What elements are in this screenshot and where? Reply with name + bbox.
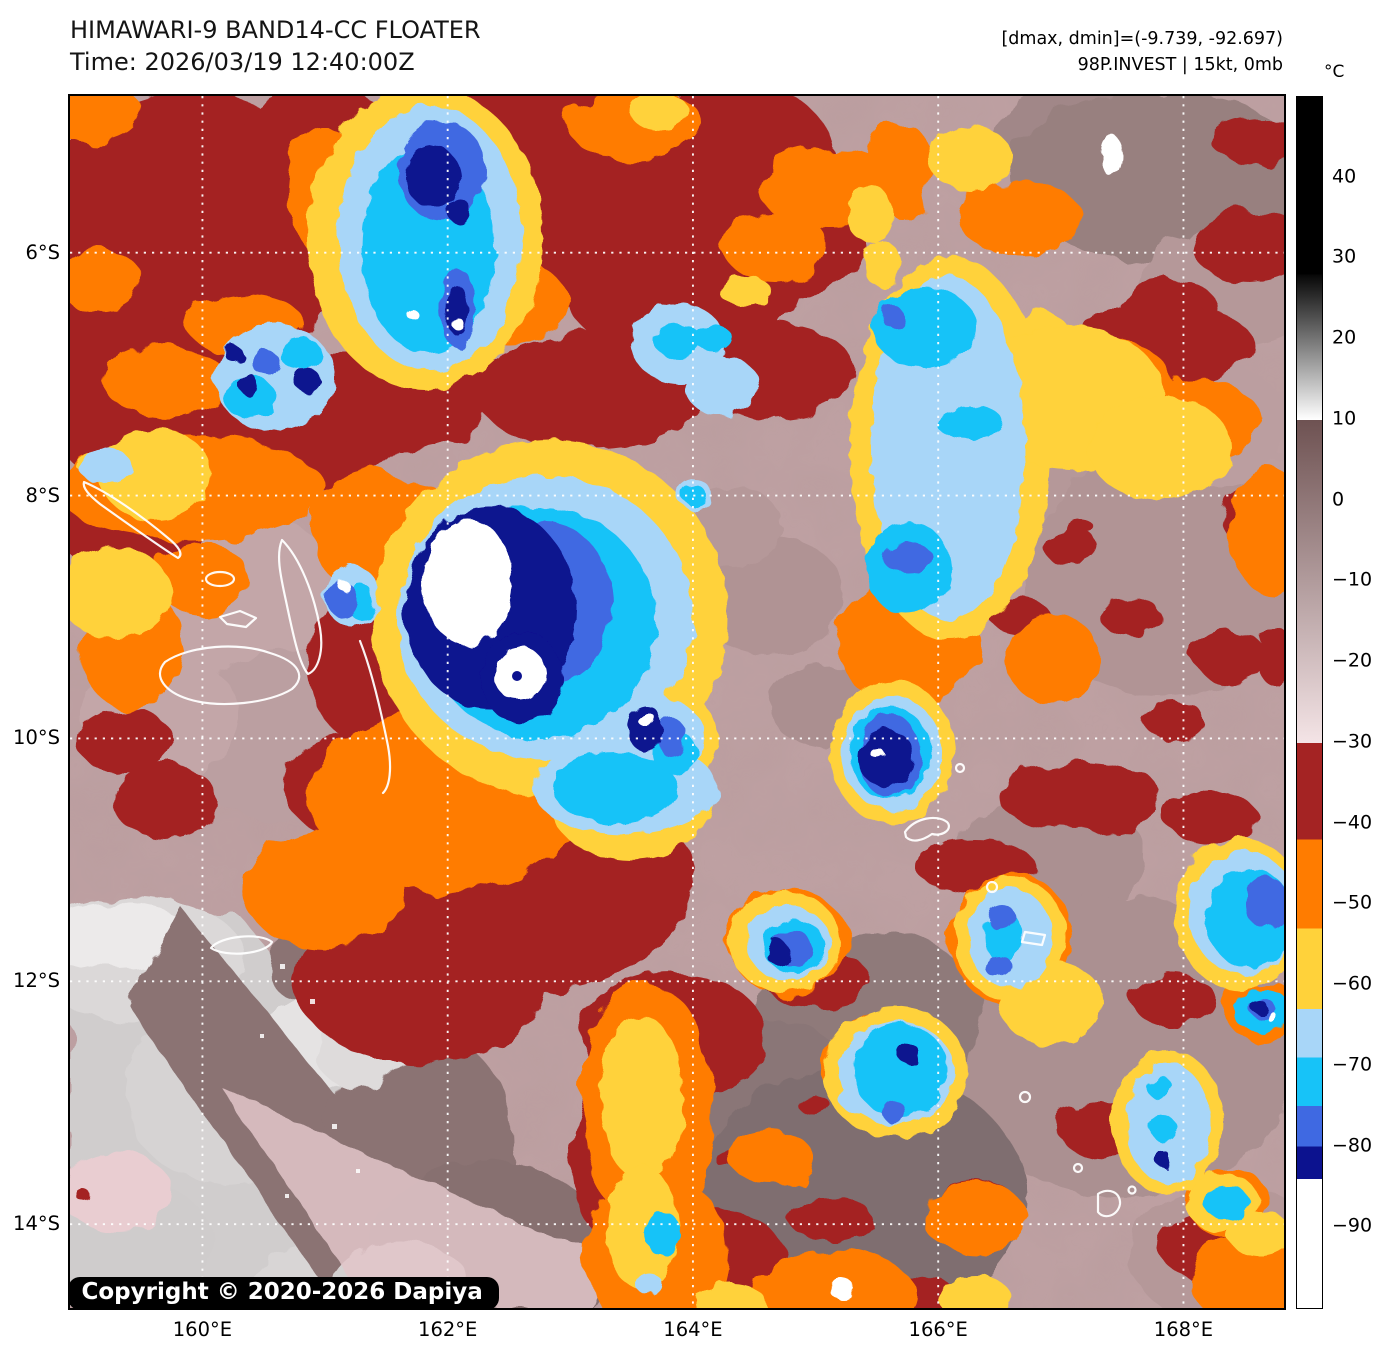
colorbar-tick-label: −60 — [1332, 972, 1373, 995]
colorbar-tick-label: 30 — [1332, 246, 1357, 269]
colorbar-tick-label: 40 — [1332, 165, 1357, 188]
lon-tick-label: 168°E — [1153, 1318, 1214, 1341]
graticule — [69, 95, 1284, 1308]
colorbar-unit-label: °C — [1324, 62, 1345, 82]
header: HIMAWARI-9 BAND14-CC FLOATER Time: 2026/… — [70, 14, 481, 78]
lat-tick-label: 8°S — [25, 483, 60, 507]
timestamp: Time: 2026/03/19 12:40:00Z — [70, 48, 415, 76]
colorbar-tick-label: 0 — [1332, 488, 1345, 511]
lat-tick-label: 6°S — [25, 240, 60, 264]
storm-readout: 98P.INVEST | 15kt, 0mb — [1077, 55, 1283, 75]
dmax-dmin-readout: [dmax, dmin]=(-9.739, -92.697) — [1001, 29, 1283, 49]
colorbar-tick-label: −20 — [1332, 649, 1373, 672]
gray-sector-speckles — [259, 963, 360, 1198]
lon-tick-label: 162°E — [418, 1318, 478, 1341]
lon-tick-label: 166°E — [908, 1318, 968, 1341]
lat-tick-label: 14°S — [13, 1212, 60, 1236]
colorbar — [1296, 96, 1323, 1309]
satellite-ir-image — [69, 95, 1284, 1308]
colorbar-tick-label: 10 — [1332, 407, 1357, 430]
colorbar-tick-label: −10 — [1332, 568, 1373, 591]
map-frame: Copyright © 2020-2026 Dapiya — [67, 93, 1286, 1310]
colorbar-tick-label: −40 — [1332, 811, 1373, 834]
lat-tick-label: 12°S — [13, 969, 60, 993]
colorbar-tick-label: −30 — [1332, 730, 1373, 753]
page-title: HIMAWARI-9 BAND14-CC FLOATER — [70, 16, 481, 44]
colorbar-tick-label: −50 — [1332, 891, 1373, 914]
lat-tick-label: 10°S — [13, 726, 60, 750]
lon-tick-label: 160°E — [172, 1318, 233, 1341]
colorbar-tick-label: −80 — [1332, 1134, 1373, 1157]
colorbar-tick-label: 20 — [1332, 326, 1357, 349]
annotations: [dmax, dmin]=(-9.739, -92.697) 98P.INVES… — [883, 26, 1283, 78]
copyright-badge: Copyright © 2020-2026 Dapiya — [69, 1276, 499, 1308]
colorbar-tick-label: −90 — [1332, 1214, 1373, 1237]
ir-white-tops-layer — [336, 134, 1277, 1299]
coastlines — [82, 480, 1137, 1217]
lon-tick-label: 164°E — [663, 1318, 723, 1341]
colorbar-tick-label: −70 — [1332, 1053, 1373, 1076]
